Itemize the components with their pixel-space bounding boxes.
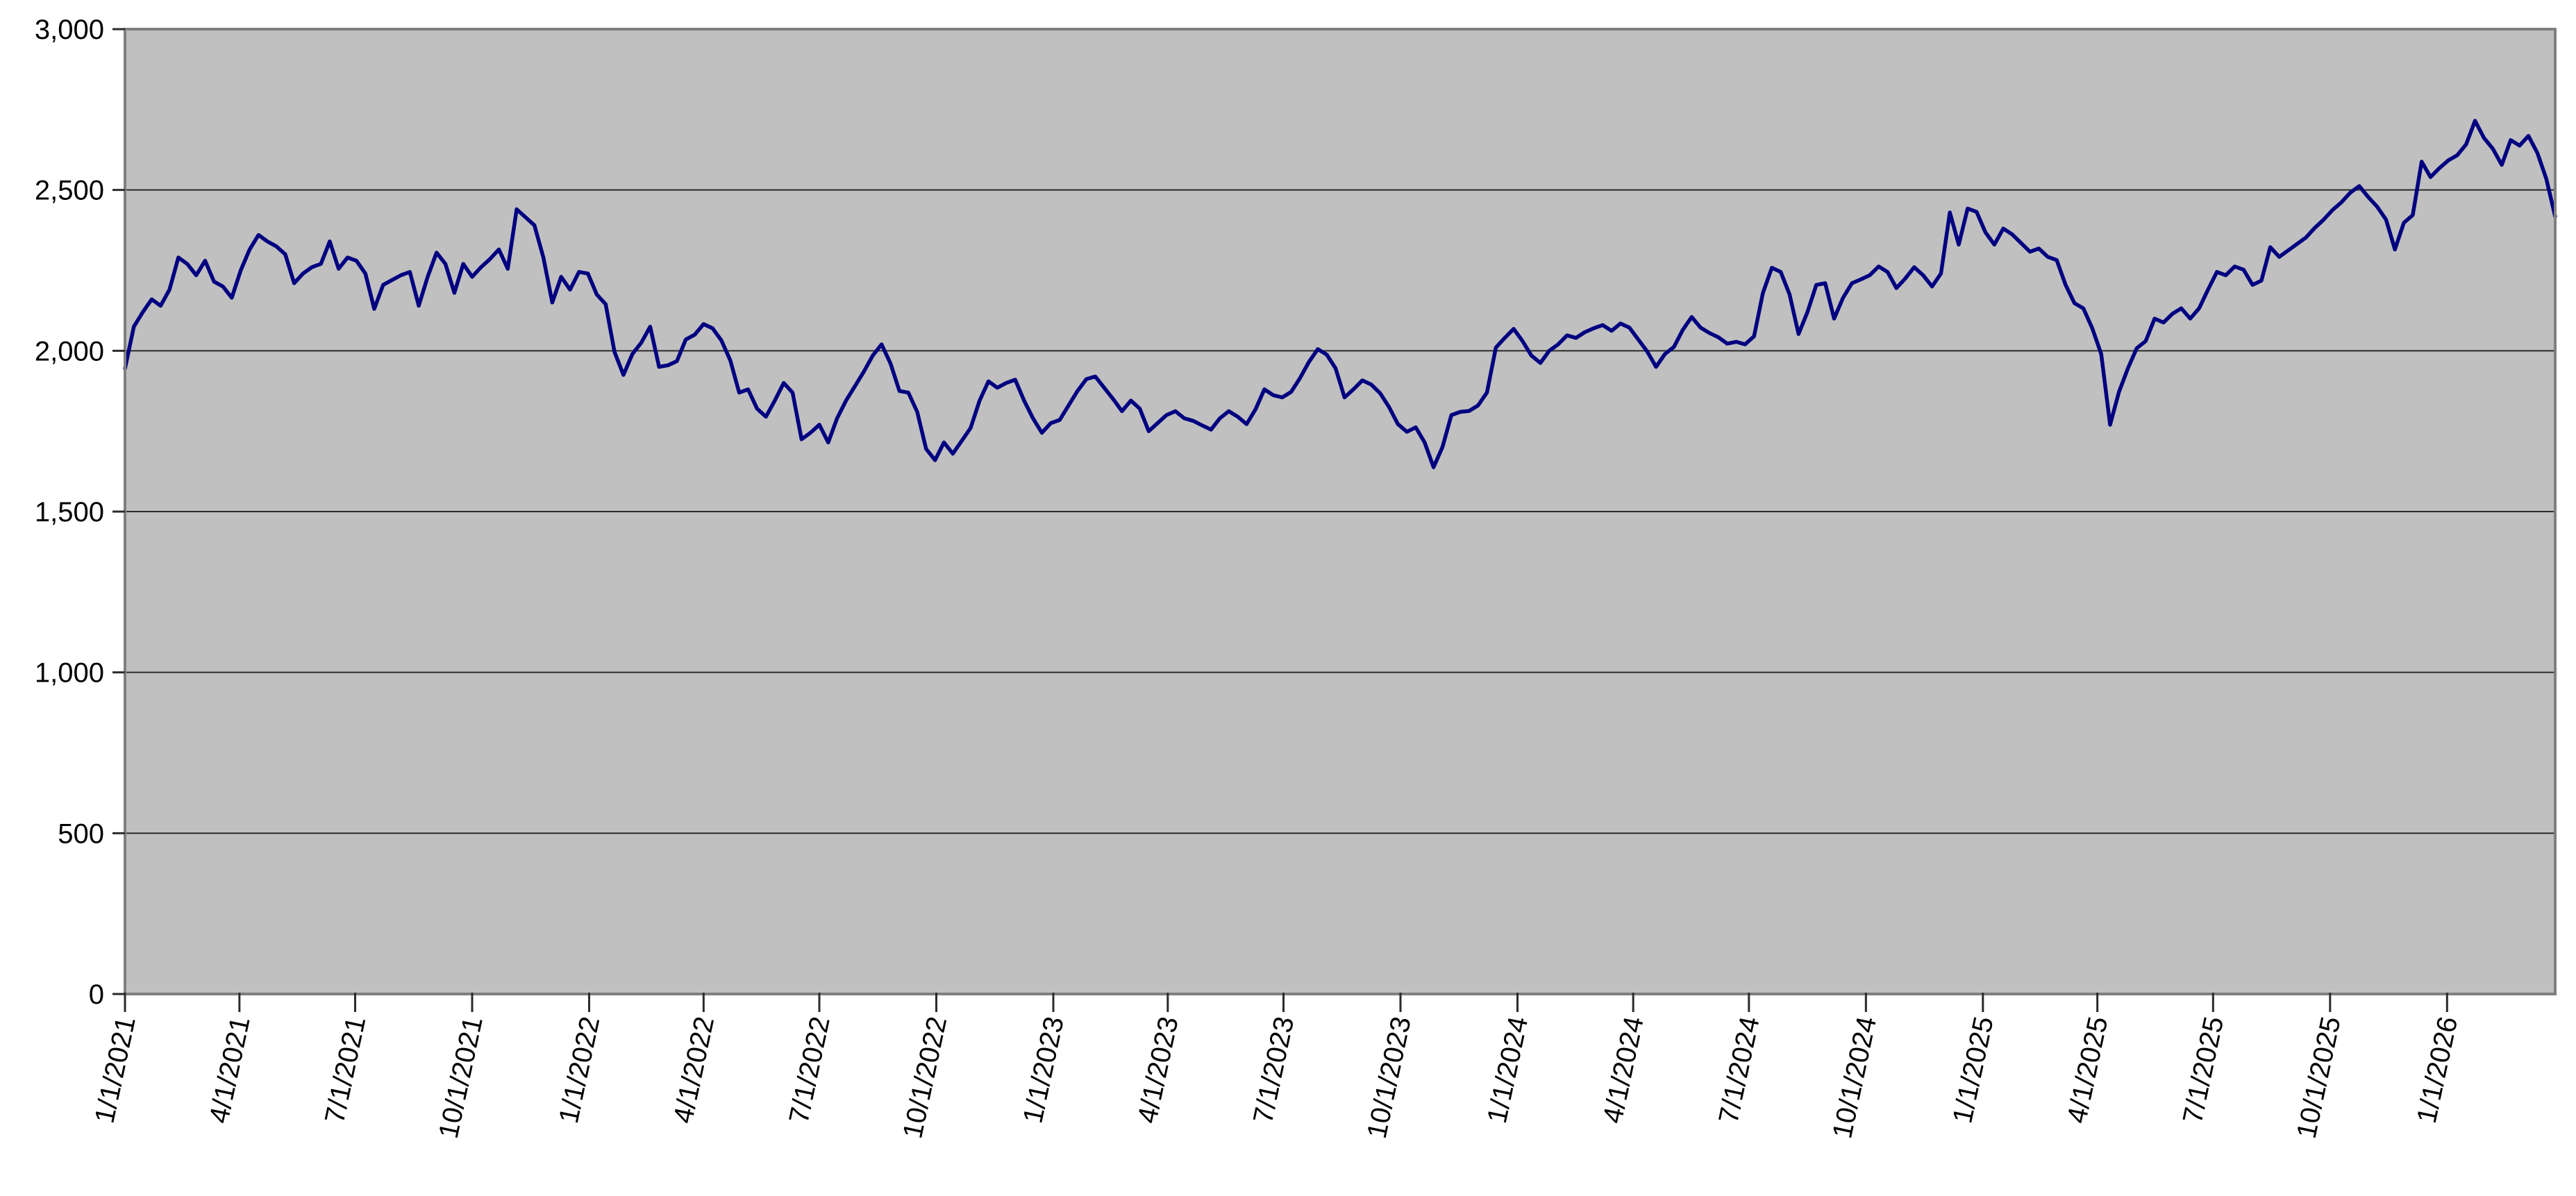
x-axis-label: 10/1/2023: [1362, 1014, 1417, 1141]
price-line: [123, 119, 2557, 469]
y-axis-label: 3,000: [35, 15, 104, 45]
x-axis-label: 4/1/2025: [2061, 1014, 2114, 1126]
y-axis-label: 2,000: [35, 336, 104, 367]
x-axis-label: 1/1/2025: [1947, 1014, 1999, 1126]
x-axis-label: 1/1/2024: [1482, 1014, 1534, 1126]
y-axis-label: 500: [58, 818, 104, 849]
x-axis-label: 1/1/2022: [553, 1014, 605, 1126]
y-axis-label: 1,500: [35, 497, 104, 528]
x-axis-label: 4/1/2021: [203, 1014, 256, 1126]
x-axis-label: 10/1/2024: [1827, 1014, 1882, 1141]
x-axis-label: 7/1/2023: [1248, 1014, 1300, 1126]
x-axis-label: 4/1/2023: [1132, 1014, 1184, 1126]
x-axis-label: 1/1/2021: [89, 1014, 141, 1126]
x-axis-label: 1/1/2026: [2411, 1014, 2464, 1126]
y-axis-label: 2,500: [35, 176, 104, 206]
x-axis-label: 7/1/2021: [319, 1014, 371, 1126]
x-axis-label: 1/1/2023: [1017, 1014, 1069, 1126]
x-axis-label: 4/1/2022: [668, 1014, 720, 1126]
y-axis-label: 0: [89, 979, 104, 1010]
x-axis-label: 7/1/2025: [2177, 1014, 2230, 1126]
x-axis-label: 10/1/2025: [2291, 1014, 2347, 1141]
x-axis-label: 7/1/2024: [1713, 1014, 1765, 1126]
x-axis-label: 4/1/2024: [1598, 1014, 1650, 1126]
x-axis-label: 10/1/2021: [433, 1014, 489, 1141]
x-axis-label: 7/1/2022: [783, 1014, 835, 1126]
y-axis-label: 1,000: [35, 658, 104, 689]
x-axis-label: 10/1/2022: [897, 1014, 953, 1141]
